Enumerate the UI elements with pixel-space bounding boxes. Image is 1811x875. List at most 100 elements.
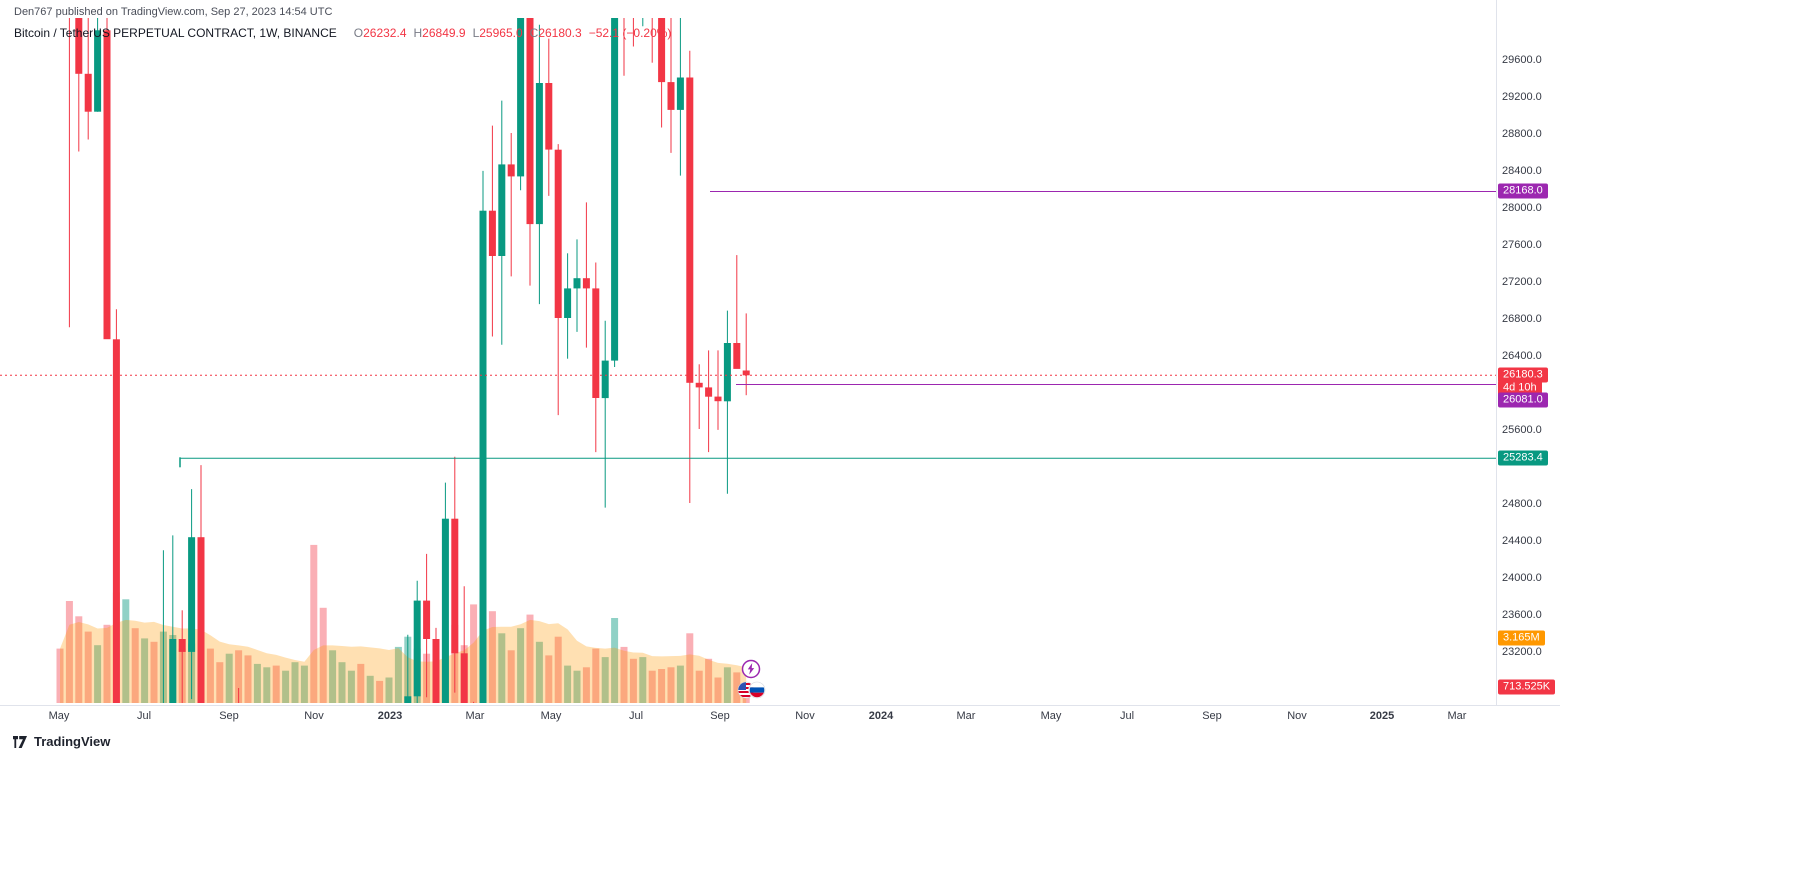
candle-body [658, 18, 666, 83]
candle-body [451, 518, 459, 654]
price-chart[interactable]: 29600.0 29200.0 28800.0 28400.0 28000.0 27600… [0, 0, 1560, 760]
candle-body [441, 518, 449, 703]
volume-bar [216, 662, 224, 703]
time-tick-label: Sep [219, 710, 239, 722]
close-value: 26180.3 [538, 26, 582, 40]
instrument-flags-button[interactable] [736, 680, 768, 700]
volume-bar [723, 667, 731, 703]
ohlc-values: O26232.4 H26849.9 L25965.0 C26180.3 −52.1 (−… [347, 26, 672, 40]
quick-trade-button[interactable] [741, 659, 761, 679]
volume-bar [611, 618, 619, 703]
volume-bar [103, 624, 111, 703]
volume-bar [629, 658, 637, 703]
candle-body [611, 18, 619, 361]
tradingview-logo-text: TradingView [34, 734, 111, 749]
candle-body [526, 18, 534, 225]
candle-body [84, 73, 92, 112]
candle-body [582, 278, 590, 289]
volume-bar [150, 641, 158, 703]
volume-bar [470, 604, 478, 703]
axis-badge: 25283.4 [1498, 450, 1548, 466]
volume-bar [347, 670, 355, 703]
price-tick-label: 29200.0 [1502, 91, 1542, 103]
price-tick-label: 23600.0 [1502, 609, 1542, 621]
candle-body [686, 77, 694, 383]
close-label: C [529, 26, 539, 40]
candle-body [517, 18, 525, 177]
candle-body [714, 396, 722, 402]
candle-body [178, 639, 186, 652]
volume-bar [206, 648, 214, 703]
price-tick-label: 28800.0 [1502, 128, 1542, 140]
volume-bar [639, 657, 647, 703]
candle-body [103, 30, 111, 340]
candle-body [498, 164, 506, 256]
second-flag-icon [749, 682, 765, 698]
volume-bar [310, 544, 318, 703]
candle-body [592, 288, 600, 398]
time-tick-label: Nov [1287, 710, 1307, 722]
time-tick-label: May [541, 710, 562, 722]
volume-bar [714, 677, 722, 703]
candle-body [676, 77, 684, 110]
volume-bar [282, 670, 290, 703]
price-tick-label: 24400.0 [1502, 535, 1542, 547]
volume-bar [394, 646, 402, 703]
symbol-legend: Bitcoin / TetherUS PERPETUAL CONTRACT, 1… [14, 26, 671, 40]
axis-badge: 4d 10h [1498, 380, 1542, 396]
candle-body [601, 360, 609, 399]
volume-bar [225, 653, 233, 703]
time-tick-label: Mar [1448, 710, 1467, 722]
price-tick-label: 24800.0 [1502, 498, 1542, 510]
volume-bar [141, 638, 149, 703]
volume-bar [592, 648, 600, 703]
axis-badge: 26081.0 [1498, 392, 1548, 408]
volume-bar [131, 628, 139, 703]
volume-bar [517, 628, 525, 703]
volume-bar [488, 611, 496, 703]
low-label: L [472, 26, 480, 40]
volume-bar [507, 650, 515, 703]
candle-body [545, 83, 553, 150]
volume-bar [65, 601, 73, 703]
candle-body [733, 343, 741, 369]
price-tick-label: 27200.0 [1502, 276, 1542, 288]
time-tick-label: Mar [957, 710, 976, 722]
time-tick-label: Sep [1202, 710, 1222, 722]
price-tick-label: 25600.0 [1502, 424, 1542, 436]
time-tick-label: Mar [466, 710, 485, 722]
change-value: −52.1 (−0.20%) [588, 26, 672, 40]
volume-bar [244, 655, 252, 703]
tradingview-logo[interactable]: TradingView [12, 734, 110, 749]
candle-body [695, 382, 703, 388]
volume-bar [329, 650, 337, 703]
volume-bar [253, 663, 261, 703]
time-tick-label: 2024 [869, 710, 894, 722]
volume-bar [122, 599, 130, 703]
volume-bar [573, 670, 581, 703]
candle-body [573, 278, 581, 289]
candle-body [564, 288, 572, 318]
volume-bar [535, 641, 543, 703]
time-tick-label: Jul [1120, 710, 1134, 722]
attribution-text: Den767 published on TradingView.com, Sep… [14, 6, 333, 18]
candle-body [423, 600, 431, 639]
volume-bar [376, 680, 384, 703]
candle-body [404, 696, 412, 703]
high-value: 26849.9 [422, 26, 466, 40]
candle-body [649, 0, 656, 14]
candle-body [535, 83, 543, 225]
high-label: H [413, 26, 423, 40]
price-tick-label: 28000.0 [1502, 202, 1542, 214]
time-tick-label: May [1041, 710, 1062, 722]
volume-bar [94, 645, 102, 703]
candle-body [723, 343, 731, 402]
time-tick-label: Jul [629, 710, 643, 722]
price-tick-label: 24000.0 [1502, 572, 1542, 584]
volume-bar [75, 616, 83, 703]
candle-body [630, 0, 637, 6]
volume-bar [291, 662, 299, 703]
time-tick-label: 2025 [1370, 710, 1394, 722]
candle-body [160, 719, 167, 761]
